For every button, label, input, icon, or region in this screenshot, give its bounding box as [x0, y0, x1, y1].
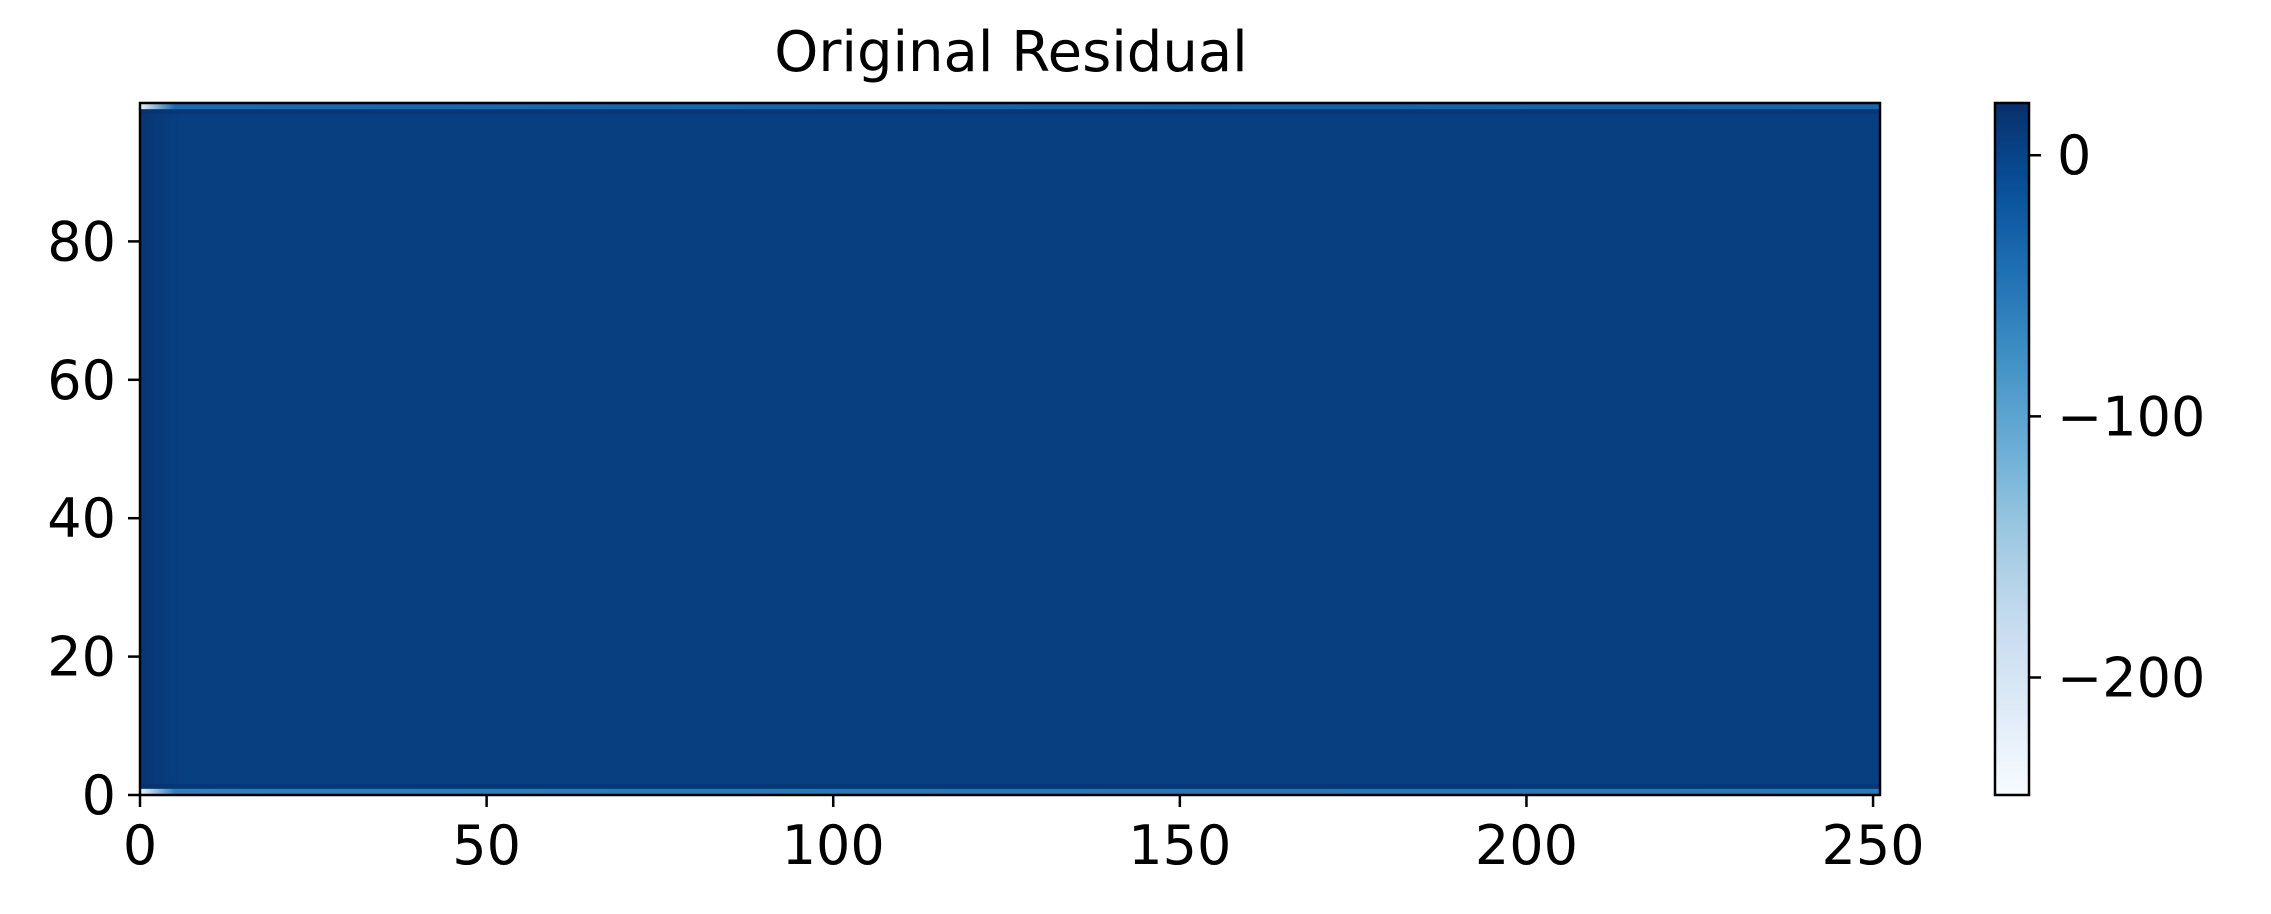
colorbar-scale — [1995, 103, 2029, 795]
colorbar: 0 −100 −200 — [1993, 101, 2205, 797]
chart-title: Original Residual — [774, 20, 1247, 85]
x-tick-label: 200 — [1475, 814, 1578, 877]
y-tick-label: 80 — [47, 210, 116, 273]
heatmap-left-edge-cells — [140, 103, 180, 795]
heatmap-bottom-edge-cells — [140, 788, 1880, 795]
x-tick-label: 0 — [123, 814, 157, 877]
plot-frame — [138, 101, 1882, 797]
x-axis: 0 50 100 150 200 250 — [123, 795, 1925, 877]
colorbar-axis: 0 −100 −200 — [2029, 124, 2205, 709]
heatmap-top-edge-cells — [140, 103, 1880, 110]
heatmap-bottom-dark-band — [140, 783, 1880, 789]
y-tick-label: 20 — [47, 626, 116, 689]
colorbar-frame — [1993, 101, 2031, 797]
colorbar-tick-label: −100 — [2057, 385, 2205, 448]
x-tick-label: 100 — [782, 814, 885, 877]
heatmap-interior-cells — [140, 103, 1880, 795]
colorbar-tick-label: 0 — [2057, 124, 2091, 187]
colorbar-tick-label: −200 — [2057, 646, 2205, 709]
x-tick-label: 150 — [1128, 814, 1231, 877]
y-tick-label: 40 — [47, 487, 116, 550]
y-tick-label: 0 — [82, 764, 116, 827]
y-tick-label: 60 — [47, 349, 116, 412]
y-axis: 0 20 40 60 80 — [47, 210, 140, 827]
heatmap-plot-area — [138, 101, 1882, 797]
x-tick-label: 50 — [452, 814, 521, 877]
x-tick-label: 250 — [1822, 814, 1925, 877]
heatmap-top-dark-band — [140, 109, 1880, 115]
